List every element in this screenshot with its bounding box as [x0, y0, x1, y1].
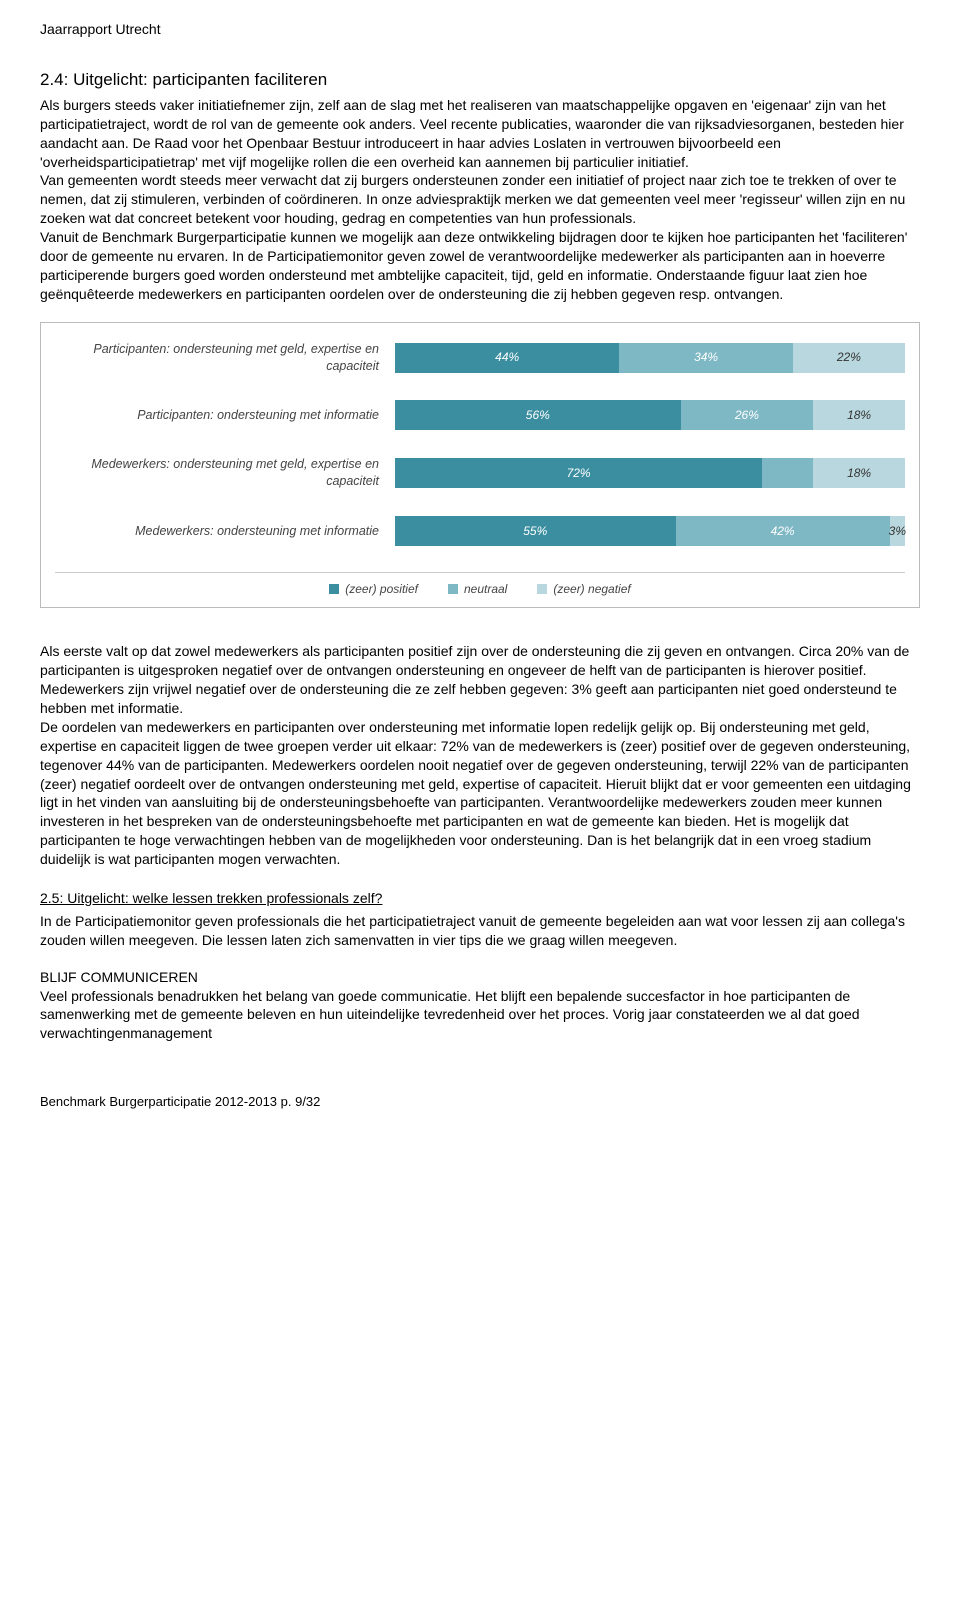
legend-label: neutraal	[464, 581, 507, 597]
chart-segment-neutraal: 42%	[676, 516, 890, 546]
para: Vanuit de Benchmark Burgerparticipatie k…	[40, 228, 920, 304]
chart-segment-negatief: 22%	[793, 343, 905, 373]
legend-item-positief: (zeer) positief	[329, 581, 418, 597]
chart-bar: 56%26%18%	[395, 400, 905, 430]
legend-swatch	[448, 584, 458, 594]
chart-row-label: Medewerkers: ondersteuning met geld, exp…	[55, 456, 395, 490]
chart-segment-negatief: 18%	[813, 400, 905, 430]
legend-label: (zeer) positief	[345, 581, 418, 597]
chart-row-label: Medewerkers: ondersteuning met informati…	[55, 523, 395, 540]
doc-header: Jaarrapport Utrecht	[40, 20, 920, 39]
chart-row: Medewerkers: ondersteuning met informati…	[55, 516, 905, 546]
page-footer: Benchmark Burgerparticipatie 2012-2013 p…	[40, 1093, 920, 1111]
chart-row: Participanten: ondersteuning met informa…	[55, 400, 905, 430]
chart-segment-neutraal	[762, 458, 813, 488]
legend-item-neutraal: neutraal	[448, 581, 507, 597]
legend-label: (zeer) negatief	[553, 581, 630, 597]
para: In de Participatiemonitor geven professi…	[40, 912, 920, 950]
chart-segment-negatief: 18%	[813, 458, 905, 488]
chart-row: Medewerkers: ondersteuning met geld, exp…	[55, 456, 905, 490]
chart-bar: 72% 18%	[395, 458, 905, 488]
chart-segment-negatief: 3%	[890, 516, 905, 546]
para: Veel professionals benadrukken het belan…	[40, 987, 920, 1044]
chart-legend: (zeer) positief neutraal (zeer) negatief	[55, 572, 905, 597]
para: De oordelen van medewerkers en participa…	[40, 718, 920, 869]
para: Van gemeenten wordt steeds meer verwacht…	[40, 171, 920, 228]
support-chart: Participanten: ondersteuning met geld, e…	[40, 322, 920, 609]
chart-segment-neutraal: 26%	[681, 400, 814, 430]
legend-swatch	[329, 584, 339, 594]
subheading-communiceren: BLIJF COMMUNICEREN	[40, 968, 920, 987]
chart-row-label: Participanten: ondersteuning met informa…	[55, 407, 395, 424]
section-2-4-body: Als burgers steeds vaker initiatiefnemer…	[40, 96, 920, 304]
chart-row: Participanten: ondersteuning met geld, e…	[55, 341, 905, 375]
chart-row-label: Participanten: ondersteuning met geld, e…	[55, 341, 395, 375]
section-2-5-title: 2.5: Uitgelicht: welke lessen trekken pr…	[40, 889, 920, 908]
chart-segment-positief: 44%	[395, 343, 619, 373]
chart-bar: 44%34%22%	[395, 343, 905, 373]
chart-segment-neutraal: 34%	[619, 343, 792, 373]
legend-item-negatief: (zeer) negatief	[537, 581, 630, 597]
chart-segment-positief: 56%	[395, 400, 681, 430]
para: Als eerste valt op dat zowel medewerkers…	[40, 642, 920, 718]
para: Als burgers steeds vaker initiatiefnemer…	[40, 96, 920, 172]
chart-segment-positief: 72%	[395, 458, 762, 488]
chart-bar: 55%42%3%	[395, 516, 905, 546]
legend-swatch	[537, 584, 547, 594]
analysis-body: Als eerste valt op dat zowel medewerkers…	[40, 642, 920, 869]
section-2-4-title: 2.4: Uitgelicht: participanten faciliter…	[40, 69, 920, 92]
chart-segment-positief: 55%	[395, 516, 676, 546]
